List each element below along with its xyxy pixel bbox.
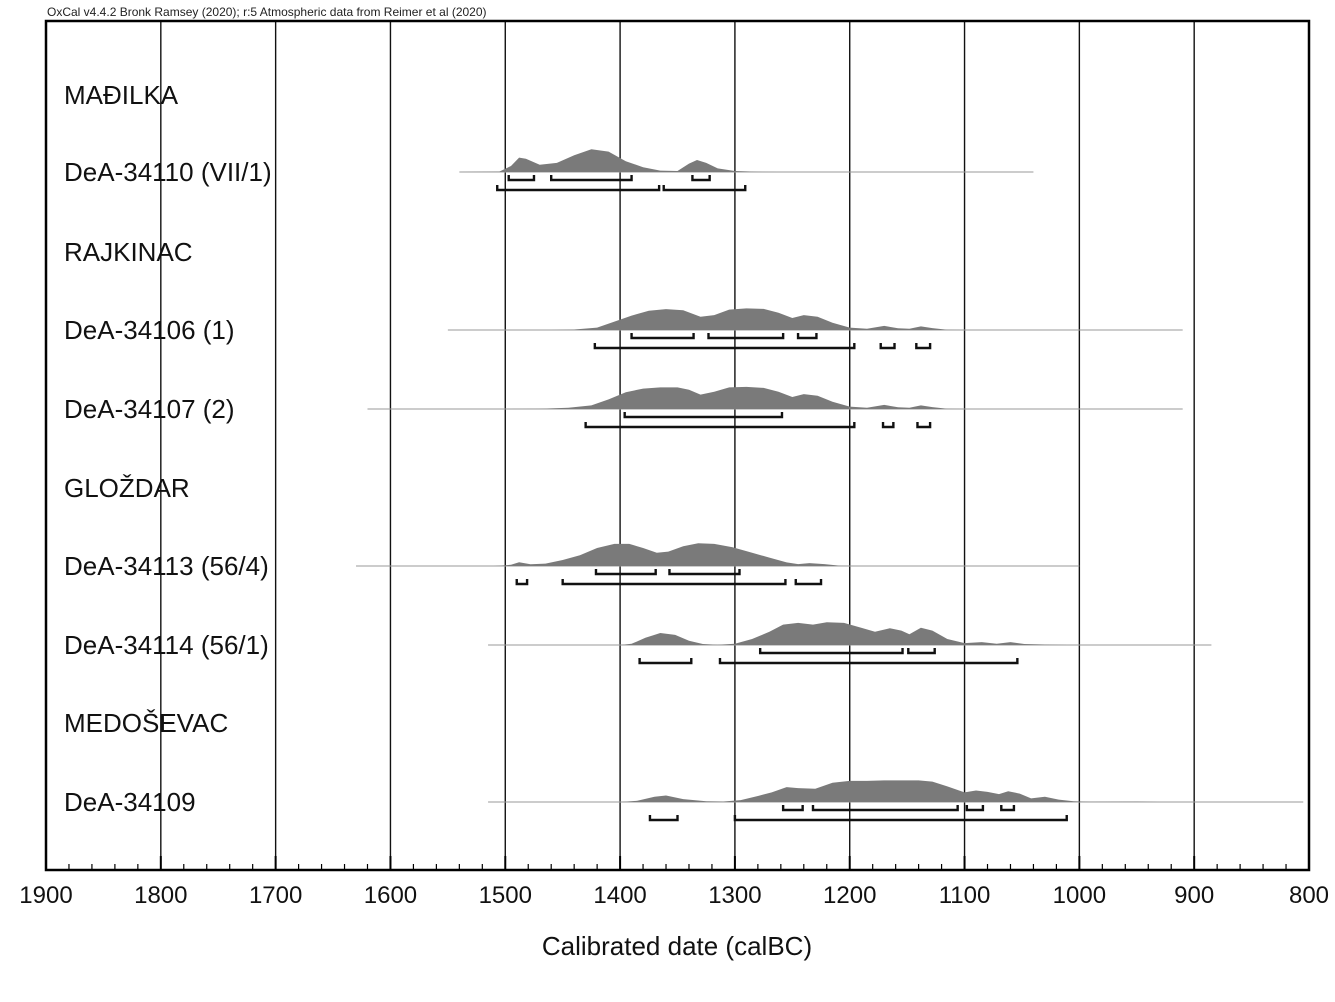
range-95 (638, 658, 693, 665)
range-95 (496, 185, 661, 192)
range-68 (965, 805, 985, 812)
tick-label-1100: 1100 (939, 882, 991, 909)
range-68 (811, 805, 959, 812)
sample-row-4 (367, 386, 1183, 429)
range-95 (879, 343, 896, 350)
range-95 (584, 422, 856, 429)
tick-label-900: 900 (1174, 882, 1214, 909)
tick-label-800: 800 (1289, 882, 1329, 909)
range-68 (907, 648, 936, 655)
range-95 (561, 579, 787, 586)
range-68 (691, 175, 711, 182)
tick-label-1500: 1500 (479, 882, 532, 909)
range-68 (623, 412, 784, 419)
tick-label-1700: 1700 (249, 882, 302, 909)
x-axis-title: Calibrated date (calBC) (542, 931, 812, 961)
probability-density (505, 386, 965, 409)
range-95 (915, 343, 932, 350)
range-68 (796, 333, 818, 340)
probability-density (551, 308, 965, 330)
sample-label: DeA-34109 (64, 787, 196, 817)
range-95 (648, 815, 679, 822)
group-label: RAJKINAC (64, 237, 193, 267)
sample-row-1 (459, 149, 1034, 192)
row-labels: MAĐILKA DeA-34110 (VII/1) RAJKINAC DeA-3410… (64, 80, 272, 817)
sample-row-3 (447, 308, 1183, 350)
probability-density (620, 622, 1068, 645)
tick-label-1600: 1600 (364, 882, 417, 909)
sample-rows (356, 149, 1304, 822)
probability-density (620, 780, 1160, 802)
gridlines (160, 21, 1195, 870)
range-68 (668, 569, 741, 576)
sample-row-6 (356, 543, 1080, 586)
sample-label: DeA-34114 (56/1) (64, 630, 269, 660)
plot-frame (44, 19, 1311, 872)
tick-label-1400: 1400 (593, 882, 646, 909)
group-label: MAĐILKA (64, 80, 179, 110)
tick-label-1800: 1800 (134, 882, 187, 909)
probability-density (493, 543, 856, 566)
x-axis: 1900 1800 1700 1600 1500 1400 1300 1200 1100 1000… (19, 856, 1329, 909)
group-label: MEDOŠEVAC (64, 708, 228, 738)
range-68 (507, 175, 536, 182)
range-95 (794, 579, 823, 586)
tick-label-1000: 1000 (1053, 882, 1106, 909)
sample-label: DeA-34106 (1) (64, 315, 235, 345)
sample-label: DeA-34107 (2) (64, 394, 235, 424)
range-68 (550, 175, 633, 182)
tick-label-1900: 1900 (19, 882, 72, 909)
probability-density (459, 149, 781, 172)
range-95 (733, 815, 1068, 822)
sample-label: DeA-34110 (VII/1) (64, 157, 272, 187)
range-68 (707, 333, 785, 340)
tick-label-1200: 1200 (823, 882, 876, 909)
header-text: OxCal v4.4.2 Bronk Ramsey (2020); r:5 At… (47, 5, 487, 19)
range-95 (881, 422, 895, 429)
range-68 (630, 333, 695, 340)
range-95 (662, 185, 747, 192)
range-95 (593, 343, 856, 350)
sample-label: DeA-34113 (56/4) (64, 551, 269, 581)
range-68 (594, 569, 657, 576)
tick-label-1300: 1300 (708, 882, 761, 909)
group-label: GLOŽDAR (64, 473, 190, 503)
range-68 (1000, 805, 1016, 812)
range-95 (718, 658, 1019, 665)
range-68 (758, 648, 904, 655)
range-95 (515, 579, 529, 586)
range-68 (781, 805, 804, 812)
range-95 (916, 422, 932, 429)
sample-row-9 (488, 780, 1304, 822)
sample-row-7 (488, 622, 1212, 665)
